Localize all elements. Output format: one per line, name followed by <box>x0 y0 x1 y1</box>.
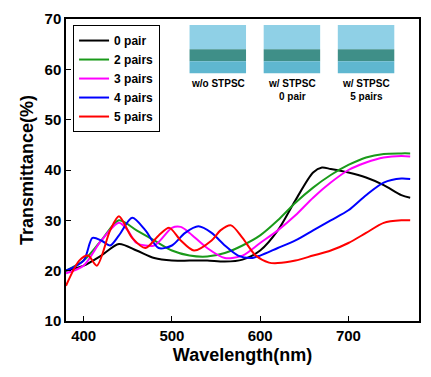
svg-text:10: 10 <box>45 312 62 329</box>
svg-text:600: 600 <box>248 327 273 344</box>
svg-text:Transmittance(%): Transmittance(%) <box>17 95 37 245</box>
svg-text:5 pairs: 5 pairs <box>114 110 153 124</box>
svg-text:w/ STPSC5 pairs: w/ STPSC5 pairs <box>342 78 390 102</box>
svg-text:50: 50 <box>45 111 62 128</box>
svg-text:3 pairs: 3 pairs <box>114 72 153 86</box>
svg-text:w/o STPSC: w/o STPSC <box>191 78 245 89</box>
svg-text:30: 30 <box>45 212 62 229</box>
svg-text:4 pairs: 4 pairs <box>114 91 153 105</box>
svg-text:700: 700 <box>336 327 361 344</box>
svg-text:40: 40 <box>45 161 62 178</box>
svg-text:0 pair: 0 pair <box>114 34 146 48</box>
svg-text:500: 500 <box>159 327 184 344</box>
svg-text:70: 70 <box>45 10 62 27</box>
svg-text:2 pairs: 2 pairs <box>114 53 153 67</box>
svg-text:400: 400 <box>71 327 96 344</box>
svg-text:w/ STPSC0 pair: w/ STPSC0 pair <box>268 78 316 102</box>
svg-text:Wavelength(nm): Wavelength(nm) <box>173 345 312 365</box>
svg-text:60: 60 <box>45 61 62 78</box>
svg-text:20: 20 <box>45 262 62 279</box>
